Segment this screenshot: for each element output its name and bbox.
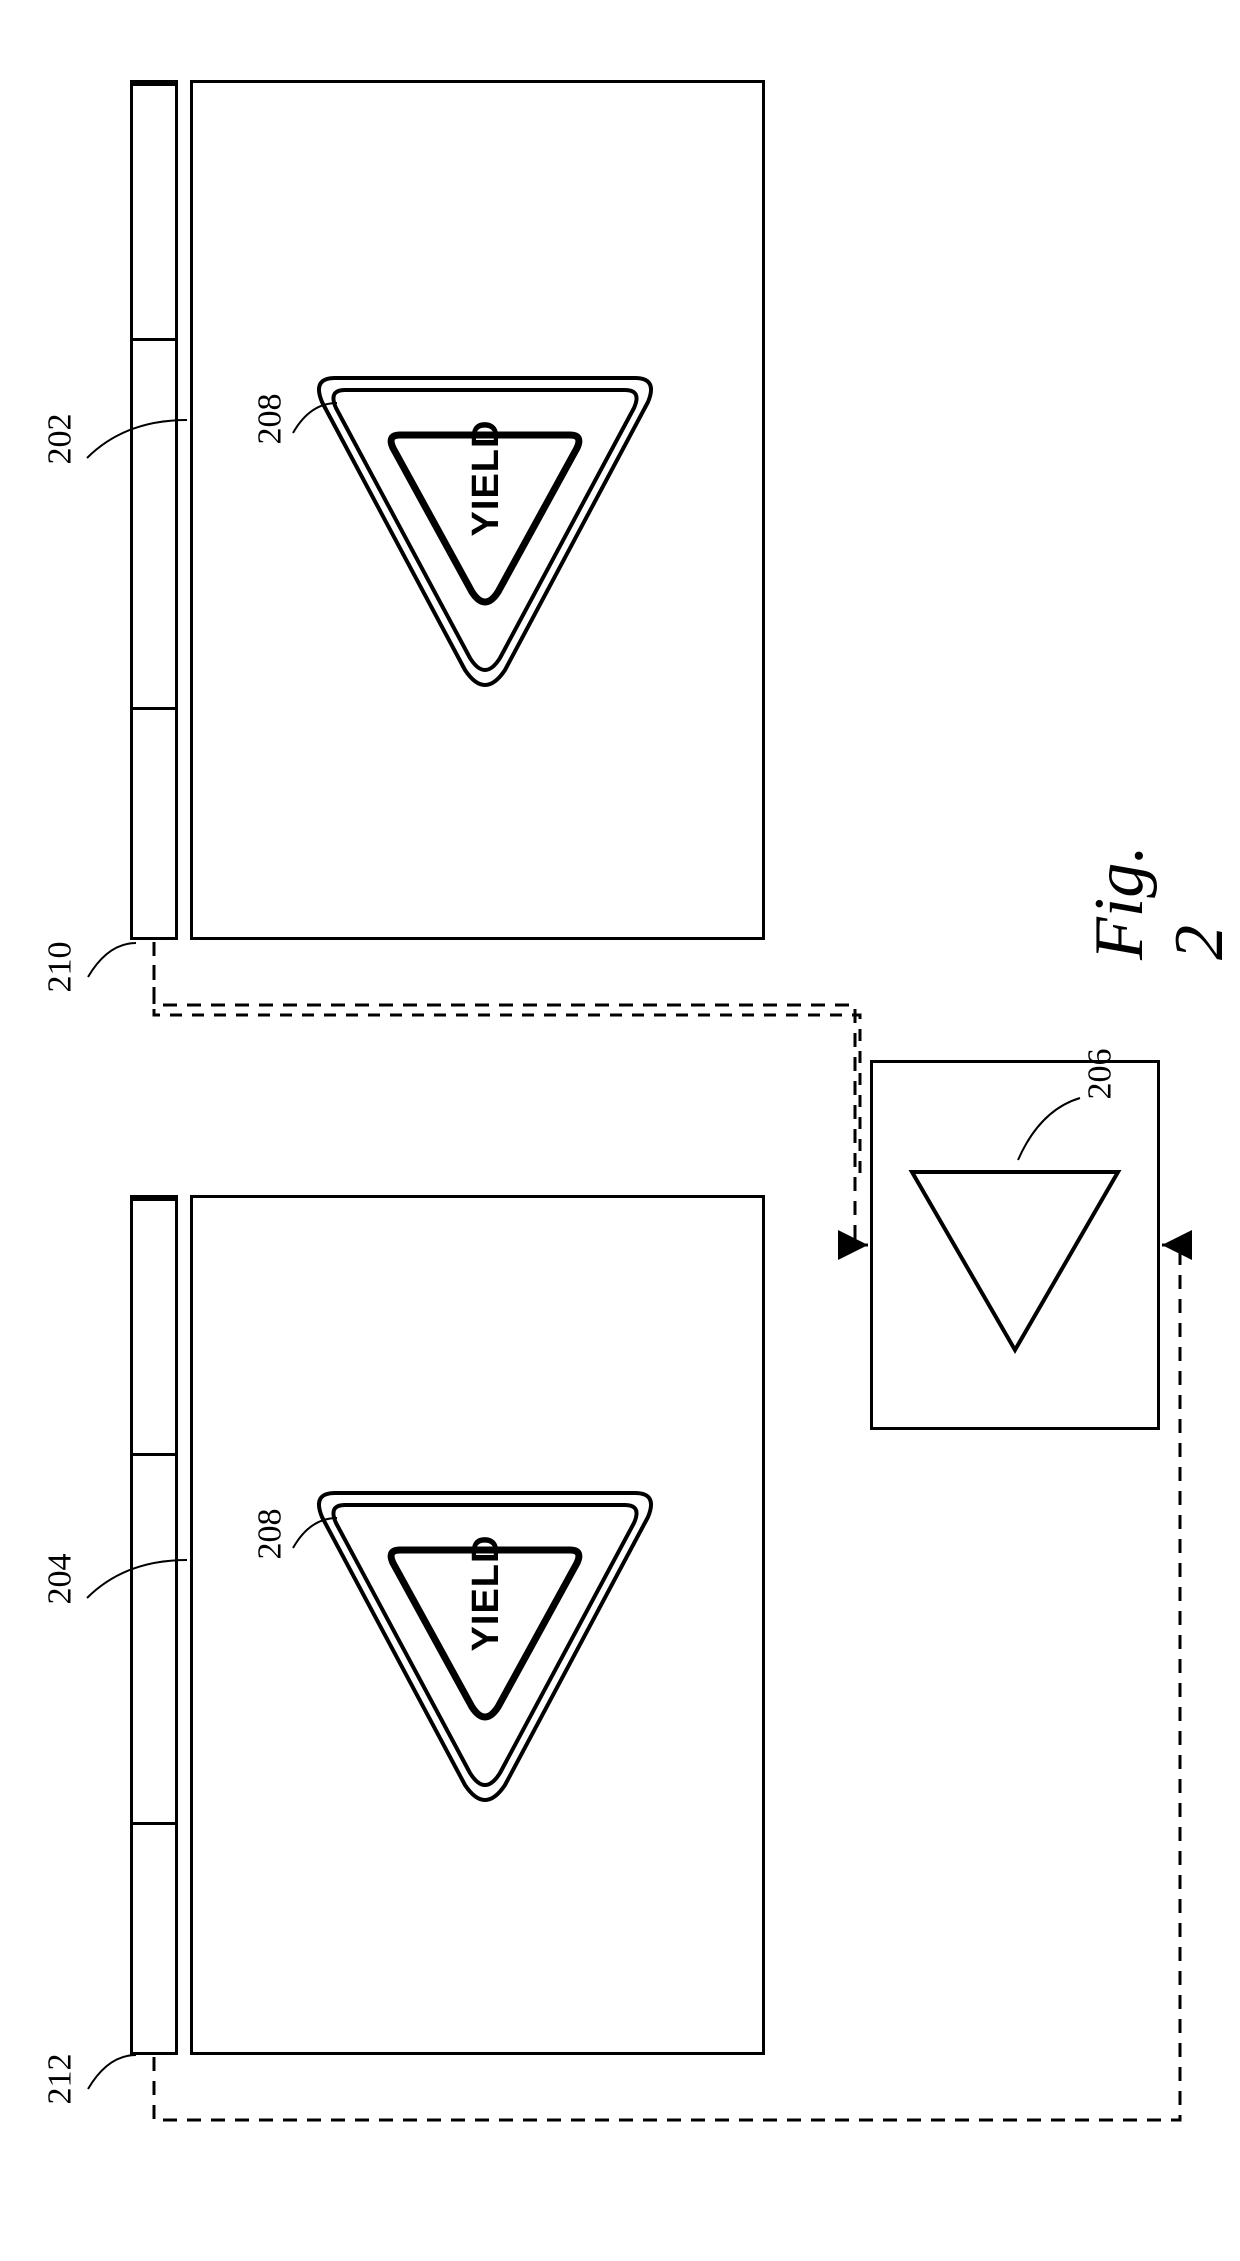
lead-202 <box>75 410 195 470</box>
lead-206 <box>1010 1090 1090 1170</box>
lead-212 <box>78 2047 148 2097</box>
diagram-canvas: YIELD YIELD <box>0 0 1240 2261</box>
lead-210 <box>78 935 148 985</box>
lead-208-right <box>285 1510 345 1555</box>
callout-210: 210 <box>42 942 80 993</box>
figure-label: Fig. 2 <box>1080 800 1240 960</box>
callout-204: 204 <box>42 1554 80 1605</box>
callout-212: 212 <box>42 2054 80 2105</box>
callout-202: 202 <box>42 414 80 465</box>
callout-208-left: 208 <box>252 394 290 445</box>
callout-208-right: 208 <box>252 1509 290 1560</box>
lead-208-left <box>285 395 345 440</box>
lead-204 <box>75 1550 195 1610</box>
